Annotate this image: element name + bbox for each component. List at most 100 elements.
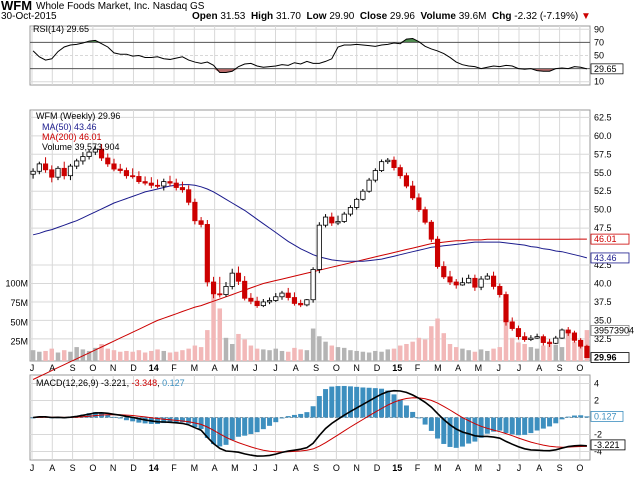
macd-value-marker: -3.221 [594, 440, 620, 450]
x-axis-tick-price: D [374, 363, 381, 373]
volume-bar [80, 349, 86, 361]
macd-histogram-bar [472, 417, 478, 442]
x-axis-tick-price: 14 [149, 363, 159, 373]
macd-histogram-bar [540, 417, 546, 429]
candle-body [397, 167, 403, 177]
volume-bar [142, 352, 148, 361]
macd-histogram-bar [273, 417, 279, 423]
macd-histogram-bar [192, 417, 198, 428]
volume-bar [211, 293, 216, 361]
x-axis-tick-macd: A [49, 463, 55, 473]
x-axis-tick-macd: S [557, 463, 563, 473]
candle-body [192, 201, 198, 222]
candle-body [186, 189, 192, 203]
candle-body [74, 160, 80, 167]
x-axis-tick-macd: D [130, 463, 137, 473]
x-axis-tick-price: M [231, 363, 239, 373]
macd-histogram-bar [422, 417, 428, 425]
macd-histogram-bar [298, 413, 304, 418]
macd-histogram-bar [136, 417, 142, 423]
volume-bar [248, 345, 254, 361]
volume-bar [273, 348, 279, 361]
candle-body [490, 275, 497, 287]
rsi-line [32, 37, 588, 74]
candle-body [522, 336, 528, 340]
macd-histogram-bar [571, 415, 577, 418]
macd-histogram-bar [559, 417, 565, 420]
macd-histogram-bar [534, 417, 540, 431]
company-name: Whole Foods Market, Inc. Nasdaq GS [36, 1, 205, 12]
x-axis-tick-price: S [313, 363, 319, 373]
ma200-legend: MA(200) 46.01 [42, 132, 102, 142]
macd-histogram-bar [491, 417, 497, 432]
candle-body [154, 184, 161, 187]
candle-body [565, 329, 571, 334]
volume-bar [373, 350, 378, 361]
volume-marker: 39573904 [594, 325, 634, 335]
rsi-legend: RSI(14) 29.65 [33, 24, 90, 34]
volume-bar [149, 350, 154, 361]
ma200-marker-box [590, 233, 630, 245]
volume-bar [130, 351, 135, 361]
volume-legend: Volume 39,573,904 [42, 142, 120, 152]
volume-bar [30, 350, 36, 361]
volume-bar [447, 344, 453, 361]
volume-bar [285, 351, 291, 361]
candle-body [553, 337, 559, 344]
x-axis-tick-macd: J [517, 463, 522, 473]
macd-histogram-bar [403, 405, 409, 418]
macd-histogram-bar [105, 414, 111, 418]
macd-axis-tick: -4 [594, 447, 602, 457]
price-axis-tick: 55.0 [594, 168, 612, 178]
macd-histogram-bar [391, 394, 397, 418]
macd-histogram-bar [584, 416, 590, 418]
candle-body [503, 294, 509, 323]
volume-bar [49, 348, 55, 361]
volume-bar [205, 330, 210, 361]
candle-body [459, 282, 466, 286]
price-axis-tick: 60.0 [594, 131, 612, 141]
volume-bar [572, 341, 577, 361]
candle-body [98, 148, 105, 159]
candle-body [528, 337, 534, 340]
price-legend: WFM (Weekly) 29.96 [36, 111, 121, 121]
price-axis-tick: 35.0 [594, 315, 612, 325]
macd-histogram-bar [279, 417, 285, 419]
macd-histogram-bar [503, 417, 509, 433]
candle-body [204, 224, 210, 283]
x-axis-tick-macd: J [273, 463, 278, 473]
volume-bar [472, 351, 478, 361]
x-axis-tick-macd: M [434, 463, 442, 473]
candle-body [55, 167, 61, 178]
x-axis-tick-price: O [576, 363, 583, 373]
macd-histogram-bar [323, 389, 329, 418]
macd-histogram-bar [92, 412, 98, 418]
volume-marker-box [590, 325, 630, 336]
volume-bar [435, 318, 440, 361]
x-axis-tick-macd: M [191, 463, 199, 473]
volume-bar [55, 352, 61, 361]
volume-bar [485, 350, 490, 361]
candle-body [80, 156, 86, 162]
candle-body [466, 277, 472, 284]
x-axis-tick-macd: 14 [149, 463, 159, 473]
candle-body [161, 181, 167, 187]
candle-body [322, 216, 329, 226]
x-axis-tick-macd: O [89, 463, 96, 473]
volume-bar [410, 341, 415, 361]
ma50-marker: 43.46 [594, 253, 617, 263]
x-axis-tick-price: A [212, 363, 218, 373]
candle-body [416, 197, 422, 211]
candle-body [42, 163, 49, 171]
volume-bar [186, 348, 191, 361]
volume-bar [547, 340, 552, 361]
macd-histogram-bar [260, 417, 266, 430]
volume-bar [304, 350, 310, 361]
volume-bar [453, 347, 459, 361]
x-axis-tick-macd: F [171, 463, 177, 473]
volume-bar [491, 348, 496, 361]
volume-bar [422, 339, 428, 361]
macd-histogram-bar [466, 417, 472, 444]
candle-body [441, 266, 447, 278]
candle-body [198, 220, 204, 225]
